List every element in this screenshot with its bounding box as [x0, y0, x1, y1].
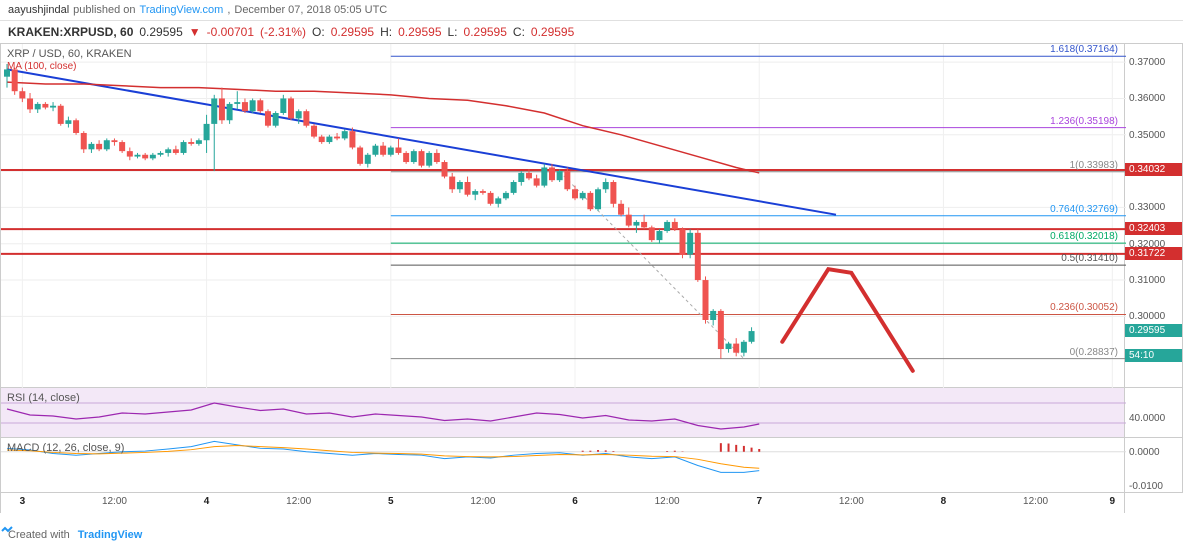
author: aayushjindal: [8, 4, 69, 16]
published-text: published on: [73, 4, 135, 16]
price-tag: 0.29595: [1125, 324, 1182, 337]
symbol: KRAKEN:XRPUSD, 60: [8, 25, 133, 39]
fib-level-label: 0.5(0.31410): [1061, 253, 1118, 264]
footer: Created with TradingView: [0, 523, 150, 547]
o-label: O:: [312, 25, 325, 39]
down-arrow-icon: ▼: [189, 25, 201, 39]
time-tick: 12:00: [470, 496, 495, 507]
price-tag: 0.32403: [1125, 222, 1182, 235]
rsi-tick: 40.0000: [1129, 413, 1165, 424]
macd-tick: -0.0100: [1129, 481, 1163, 492]
publish-date: December 07, 2018 05:05 UTC: [234, 4, 387, 16]
h-val: 0.29595: [398, 25, 441, 39]
time-tick: 8: [941, 496, 947, 507]
last-price: 0.29595: [139, 25, 182, 39]
macd-title: MACD (12, 26, close, 9): [7, 442, 124, 454]
macd-panel[interactable]: MACD (12, 26, close, 9): [0, 438, 1125, 493]
l-val: 0.29595: [464, 25, 507, 39]
price-tag: 0.31722: [1125, 247, 1182, 260]
fib-level-label: 0.236(0.30052): [1050, 302, 1118, 313]
price-tick: 0.33000: [1129, 202, 1165, 213]
price-tick: 0.36000: [1129, 93, 1165, 104]
fib-level-label: 0(0.28837): [1070, 347, 1118, 358]
price-tick: 0.35000: [1129, 130, 1165, 141]
l-label: L:: [448, 25, 458, 39]
price-tag: 54:10: [1125, 349, 1182, 362]
time-tick: 12:00: [839, 496, 864, 507]
time-tick: 3: [20, 496, 26, 507]
price-tick: 0.37000: [1129, 57, 1165, 68]
time-tick: 4: [204, 496, 210, 507]
macd-axis[interactable]: 0.0000 -0.0100: [1125, 438, 1183, 493]
fib-level-label: 1(0.33983): [1070, 160, 1118, 171]
time-axis[interactable]: 3 12:00 4 12:00 5 12:00 6 12:00 7 12:00 8 12:00 9: [0, 493, 1125, 513]
price-axis[interactable]: 0.370000.360000.350000.340000.330000.320…: [1125, 43, 1183, 388]
fib-level-label: 0.764(0.32769): [1050, 204, 1118, 215]
rsi-axis[interactable]: 40.0000: [1125, 388, 1183, 438]
rsi-panel[interactable]: RSI (14, close): [0, 388, 1125, 438]
time-tick: 7: [756, 496, 762, 507]
time-tick: 9: [1110, 496, 1116, 507]
chart-title: XRP / USD, 60, KRAKEN MA (100, close): [7, 48, 132, 72]
change-pct: (-2.31%): [260, 25, 306, 39]
created-with: Created with: [8, 529, 70, 541]
price-tick: 0.31000: [1129, 275, 1165, 286]
publish-header: aayushjindal published on TradingView.co…: [0, 0, 1183, 21]
time-tick: 12:00: [286, 496, 311, 507]
c-val: 0.29595: [531, 25, 574, 39]
main-chart[interactable]: XRP / USD, 60, KRAKEN MA (100, close) 1.…: [0, 43, 1125, 388]
o-val: 0.29595: [331, 25, 374, 39]
site-link[interactable]: TradingView.com: [140, 4, 224, 16]
ticker-bar: KRAKEN:XRPUSD, 60 0.29595 ▼ -0.00701 (-2…: [0, 21, 1183, 43]
time-tick: 12:00: [655, 496, 680, 507]
macd-tick: 0.0000: [1129, 447, 1160, 458]
time-tick: 12:00: [1023, 496, 1048, 507]
c-label: C:: [513, 25, 525, 39]
price-tag: 0.34032: [1125, 163, 1182, 176]
rsi-title: RSI (14, close): [7, 392, 80, 404]
fib-level-label: 1.618(0.37164): [1050, 44, 1118, 55]
fib-level-label: 1.236(0.35198): [1050, 116, 1118, 127]
time-tick: 5: [388, 496, 394, 507]
time-tick: 12:00: [102, 496, 127, 507]
chart-container: XRP / USD, 60, KRAKEN MA (100, close) 1.…: [0, 43, 1183, 513]
fib-level-label: 0.618(0.32018): [1050, 231, 1118, 242]
time-tick: 6: [572, 496, 578, 507]
price-tick: 0.30000: [1129, 311, 1165, 322]
brand[interactable]: TradingView: [78, 529, 143, 541]
change: -0.00701: [207, 25, 254, 39]
h-label: H:: [380, 25, 392, 39]
